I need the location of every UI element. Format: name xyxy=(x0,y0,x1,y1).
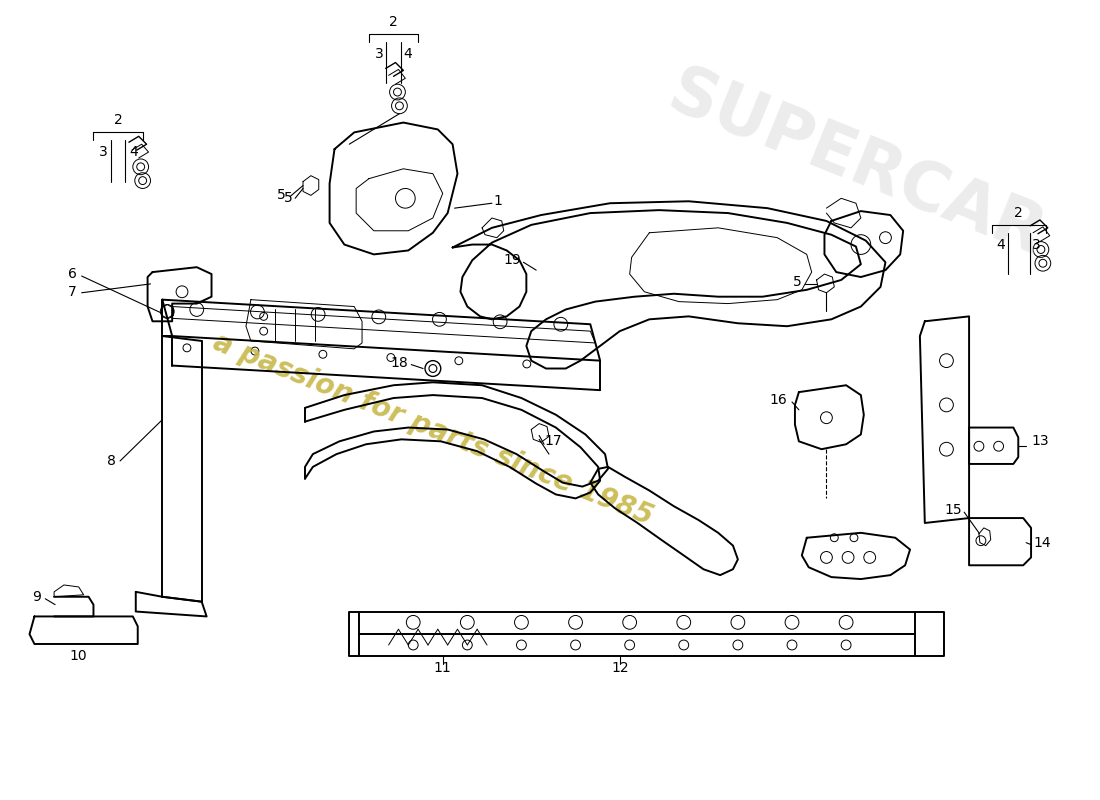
Text: 3: 3 xyxy=(375,46,384,61)
Text: 16: 16 xyxy=(769,393,788,407)
Text: 4: 4 xyxy=(129,145,138,159)
Text: 5: 5 xyxy=(793,275,802,289)
Text: 3: 3 xyxy=(1032,238,1041,251)
Text: 2: 2 xyxy=(113,114,122,127)
Text: 17: 17 xyxy=(544,434,562,448)
Text: 14: 14 xyxy=(1033,536,1050,550)
Text: 5: 5 xyxy=(284,191,293,206)
Text: SUPERCAR: SUPERCAR xyxy=(658,58,1054,270)
Text: 19: 19 xyxy=(504,254,521,267)
Text: 12: 12 xyxy=(610,661,628,674)
Text: 18: 18 xyxy=(390,356,408,370)
Text: 3: 3 xyxy=(99,145,107,159)
Text: 10: 10 xyxy=(70,649,88,662)
Text: 13: 13 xyxy=(1031,434,1048,448)
Text: a passion for parts since 1985: a passion for parts since 1985 xyxy=(209,328,657,531)
Text: 5: 5 xyxy=(276,188,285,202)
Text: 6: 6 xyxy=(68,267,77,281)
Text: 2: 2 xyxy=(1014,206,1023,220)
Text: 1: 1 xyxy=(494,194,503,208)
Text: 8: 8 xyxy=(107,454,117,468)
Text: 4: 4 xyxy=(404,46,412,61)
Text: 11: 11 xyxy=(433,661,452,674)
Text: 9: 9 xyxy=(32,590,42,604)
Text: 4: 4 xyxy=(997,238,1005,251)
Text: 7: 7 xyxy=(68,285,77,298)
Text: 2: 2 xyxy=(389,15,398,29)
Text: 15: 15 xyxy=(945,503,962,517)
